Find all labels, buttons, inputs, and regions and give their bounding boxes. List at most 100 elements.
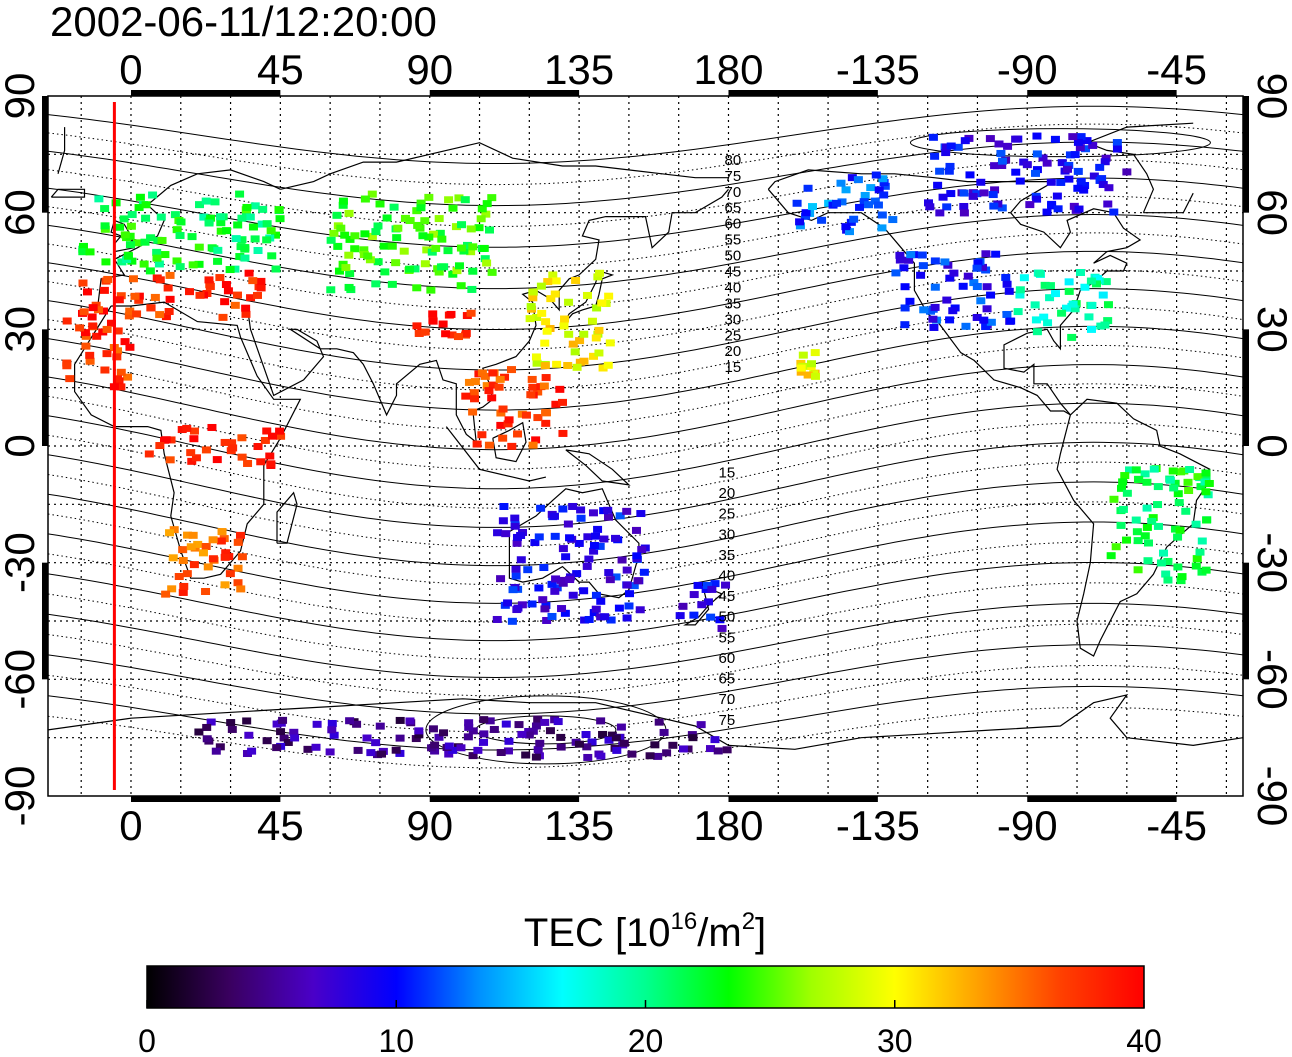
tec-cell bbox=[123, 373, 133, 381]
tec-cell bbox=[930, 283, 940, 291]
tec-cell bbox=[428, 230, 438, 238]
tec-cell bbox=[918, 262, 928, 270]
tec-cell bbox=[997, 204, 1007, 212]
contour-label-south: 50 bbox=[718, 609, 735, 626]
tec-cell bbox=[85, 248, 95, 256]
tec-cell bbox=[979, 316, 989, 324]
tec-cell bbox=[189, 427, 199, 435]
tec-cell bbox=[215, 743, 225, 751]
tec-cell bbox=[203, 563, 213, 571]
tec-cell bbox=[454, 262, 464, 270]
tec-cell bbox=[678, 602, 688, 610]
tec-cell bbox=[707, 585, 717, 593]
tec-cell bbox=[178, 556, 188, 564]
tec-cell bbox=[632, 552, 642, 560]
contour-label-south: 30 bbox=[718, 526, 735, 543]
tec-cell bbox=[873, 201, 883, 209]
tec-cell bbox=[207, 423, 217, 431]
mag-contour bbox=[47, 461, 1244, 548]
tec-cell bbox=[116, 368, 126, 376]
contour-label-north: 35 bbox=[724, 295, 741, 312]
tec-cell bbox=[575, 358, 585, 366]
tec-cell bbox=[941, 143, 951, 151]
tec-cell bbox=[344, 209, 354, 217]
tec-cell bbox=[1149, 465, 1159, 473]
tec-cell bbox=[267, 432, 277, 440]
tec-cell bbox=[1156, 559, 1166, 567]
tec-cell bbox=[972, 264, 982, 272]
tec-cell bbox=[413, 221, 423, 229]
tec-cell bbox=[165, 295, 175, 303]
tec-cell bbox=[125, 307, 135, 315]
tec-cell bbox=[866, 184, 876, 192]
tec-cell bbox=[106, 319, 116, 327]
tec-cell bbox=[568, 591, 578, 599]
left-lat-label: -60 bbox=[0, 649, 43, 710]
tec-cell bbox=[545, 727, 555, 735]
tec-cell bbox=[235, 190, 245, 198]
contour-label-north: 60 bbox=[724, 216, 741, 233]
tec-cell bbox=[416, 199, 426, 207]
tec-cell bbox=[611, 734, 621, 742]
tec-cell bbox=[603, 506, 613, 514]
tec-cell bbox=[382, 214, 392, 222]
tec-cell bbox=[895, 256, 905, 264]
tec-cell bbox=[697, 601, 707, 609]
tec-cell bbox=[220, 553, 230, 561]
tec-cell bbox=[568, 340, 578, 348]
tec-region-usa-west bbox=[891, 250, 1016, 331]
tec-cell bbox=[141, 214, 151, 222]
tec-cell bbox=[210, 198, 220, 206]
tec-cell bbox=[1184, 487, 1194, 495]
map-panel: 8075706560555045403530252015152025303540… bbox=[42, 90, 1249, 802]
tec-cell bbox=[266, 460, 276, 468]
tec-cell bbox=[231, 235, 241, 243]
tec-cell bbox=[990, 162, 1000, 170]
tec-cell bbox=[675, 612, 685, 620]
tec-cell bbox=[400, 214, 410, 222]
top-lon-label: -45 bbox=[1146, 46, 1207, 93]
tec-cell bbox=[1057, 159, 1067, 167]
tec-cell bbox=[1100, 158, 1110, 166]
tec-cell bbox=[1106, 552, 1116, 560]
tec-cell bbox=[393, 224, 403, 232]
tec-cell bbox=[701, 585, 711, 593]
tec-cell bbox=[359, 246, 369, 254]
tec-cell bbox=[1104, 184, 1114, 192]
tec-cell bbox=[662, 749, 672, 757]
tec-cell bbox=[555, 385, 565, 393]
tec-cell bbox=[1015, 177, 1025, 185]
frame-bar-bottom bbox=[130, 796, 281, 802]
tec-cell bbox=[1173, 490, 1183, 498]
tec-cell bbox=[156, 213, 166, 221]
coastline-segment bbox=[561, 270, 615, 326]
tec-cell bbox=[167, 585, 177, 593]
mag-contour bbox=[47, 644, 1244, 715]
tec-cell bbox=[1140, 532, 1150, 540]
tec-cell bbox=[1002, 280, 1012, 288]
tec-cell bbox=[395, 716, 405, 724]
tec-cell bbox=[1070, 151, 1080, 159]
frame-bar-left bbox=[42, 329, 48, 446]
tec-cell bbox=[597, 299, 607, 307]
tec-region-alaska bbox=[792, 171, 898, 236]
tec-cell bbox=[606, 616, 616, 624]
colorbar-tick-label: 20 bbox=[628, 1023, 664, 1057]
tec-cell bbox=[1133, 566, 1143, 574]
tec-cell bbox=[311, 743, 321, 751]
tec-cell bbox=[583, 533, 593, 541]
tec-cell bbox=[689, 611, 699, 619]
tec-cell bbox=[437, 235, 447, 243]
tec-cell bbox=[498, 405, 508, 413]
tec-cell bbox=[976, 178, 986, 186]
tec-cell bbox=[140, 238, 150, 246]
mag-contour bbox=[47, 521, 1244, 604]
tec-cell bbox=[703, 598, 713, 606]
tec-cell bbox=[344, 283, 354, 291]
top-lon-label: 45 bbox=[257, 46, 304, 93]
tec-cell bbox=[443, 247, 453, 255]
tec-cell bbox=[1175, 526, 1185, 534]
tec-cell bbox=[101, 258, 111, 266]
tec-cell bbox=[524, 727, 534, 735]
tec-cell bbox=[1181, 507, 1191, 515]
